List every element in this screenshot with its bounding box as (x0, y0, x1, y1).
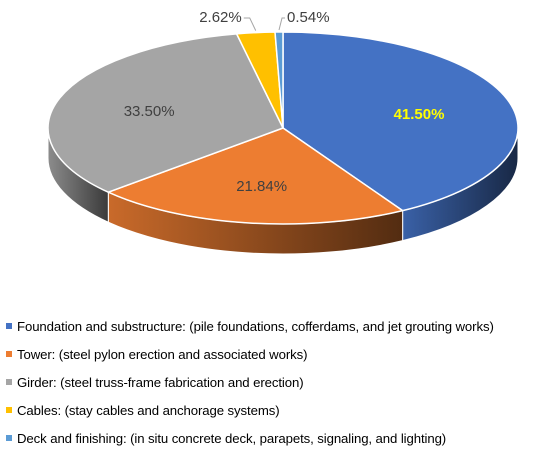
data-label-foundation: 41.50% (394, 106, 445, 123)
pie-slice-deck (274, 31, 284, 129)
data-label-cables: 2.62% (199, 9, 242, 26)
pie-chart: 41.50% 21.84% 33.50% 2.62% 0.54% (47, 9, 519, 255)
legend-item-tower: Tower: (steel pylon erection and associa… (6, 340, 550, 368)
data-label-deck: 0.54% (287, 9, 330, 26)
leader-line-cables (243, 17, 257, 31)
legend-label-deck: Deck and finishing: (in situ concrete de… (17, 430, 447, 446)
data-label-girder: 33.50% (124, 103, 175, 120)
legend-swatch-tower (6, 351, 12, 357)
data-label-tower: 21.84% (236, 178, 287, 195)
legend: Foundation and substructure: (pile found… (6, 312, 550, 452)
pie-data-labels: 41.50% 21.84% 33.50% 2.62% 0.54% (124, 9, 445, 195)
legend-swatch-deck (6, 435, 12, 441)
legend-swatch-foundation (6, 323, 12, 329)
legend-swatch-cables (6, 407, 12, 413)
legend-label-tower: Tower: (steel pylon erection and associa… (17, 346, 308, 362)
pie-slice-tower (107, 127, 404, 225)
legend-item-cables: Cables: (stay cables and anchorage syste… (6, 396, 550, 424)
legend-item-foundation: Foundation and substructure: (pile found… (6, 312, 550, 340)
pie-top (47, 31, 519, 225)
pie-slice-girder (47, 33, 284, 193)
legend-swatch-girder (6, 379, 12, 385)
legend-item-deck: Deck and finishing: (in situ concrete de… (6, 424, 550, 452)
legend-item-girder: Girder: (steel truss-frame fabrication a… (6, 368, 550, 396)
legend-label-girder: Girder: (steel truss-frame fabrication a… (17, 374, 304, 390)
leader-line-deck (278, 17, 286, 31)
legend-label-foundation: Foundation and substructure: (pile found… (17, 318, 494, 334)
pie-slice-foundation (282, 31, 519, 212)
legend-label-cables: Cables: (stay cables and anchorage syste… (17, 402, 280, 418)
